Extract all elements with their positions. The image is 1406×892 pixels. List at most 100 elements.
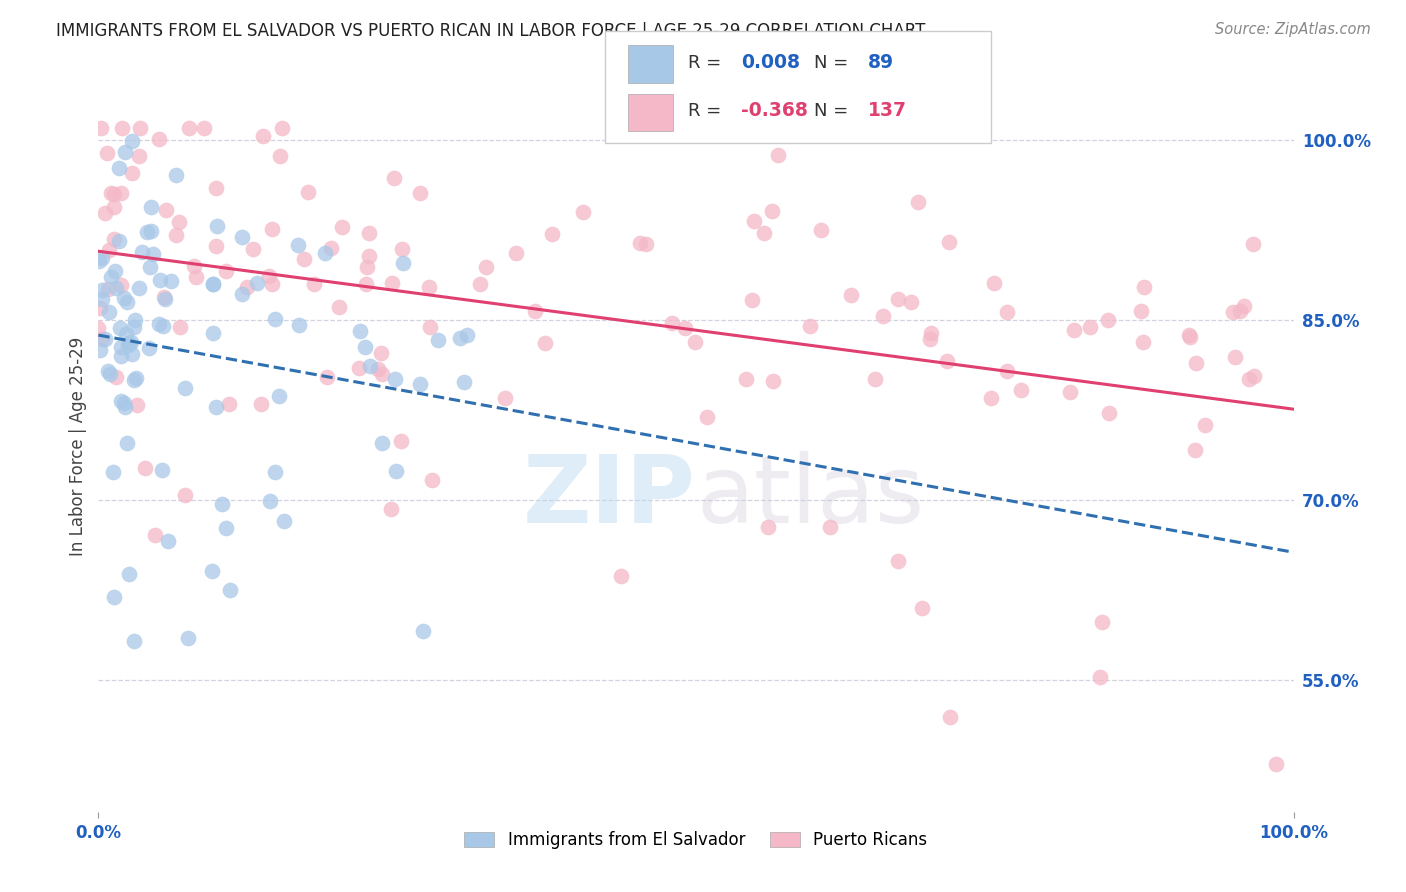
Point bbox=[122, 633, 145, 648]
Point bbox=[242, 242, 264, 256]
Text: 137: 137 bbox=[868, 102, 907, 120]
Point bbox=[90, 292, 112, 306]
Point bbox=[983, 276, 1005, 290]
Point bbox=[818, 519, 841, 533]
Point bbox=[980, 391, 1002, 405]
Point bbox=[97, 364, 120, 378]
Point bbox=[202, 277, 225, 291]
Point bbox=[103, 200, 125, 214]
Point bbox=[505, 246, 527, 260]
Point bbox=[918, 331, 941, 345]
Point bbox=[315, 370, 337, 384]
Point bbox=[391, 242, 413, 256]
Point bbox=[911, 600, 934, 615]
Point bbox=[100, 186, 122, 200]
Point bbox=[141, 201, 163, 215]
Point bbox=[121, 347, 143, 361]
Point bbox=[1223, 351, 1246, 365]
Point bbox=[768, 148, 790, 162]
Text: R =: R = bbox=[688, 54, 721, 71]
Point bbox=[114, 401, 136, 415]
Point bbox=[108, 321, 131, 335]
Point bbox=[347, 360, 370, 375]
Point bbox=[153, 290, 176, 304]
Point bbox=[98, 305, 121, 319]
Point bbox=[125, 398, 148, 412]
Point bbox=[673, 320, 696, 334]
Point bbox=[264, 465, 287, 479]
Point bbox=[121, 134, 143, 148]
Point bbox=[938, 710, 960, 724]
Point bbox=[865, 372, 887, 386]
Point bbox=[108, 234, 131, 248]
Point bbox=[183, 259, 205, 273]
Point bbox=[117, 566, 139, 581]
Text: N =: N = bbox=[814, 54, 848, 71]
Point bbox=[97, 244, 120, 258]
Point bbox=[260, 277, 283, 291]
Point bbox=[475, 260, 498, 275]
Point bbox=[409, 376, 432, 391]
Point bbox=[371, 436, 394, 450]
Point bbox=[1059, 385, 1081, 400]
Point bbox=[1098, 406, 1121, 420]
Point bbox=[270, 121, 292, 136]
Point bbox=[117, 295, 139, 310]
Point bbox=[412, 624, 434, 639]
Point bbox=[202, 326, 225, 340]
Point bbox=[422, 473, 444, 487]
Point bbox=[128, 149, 150, 163]
Point bbox=[349, 325, 371, 339]
Point bbox=[288, 318, 311, 332]
Point bbox=[995, 364, 1018, 378]
Point bbox=[260, 222, 283, 236]
Point bbox=[148, 132, 170, 146]
Point bbox=[91, 251, 114, 265]
Point bbox=[356, 260, 378, 274]
Point bbox=[453, 375, 475, 389]
Point bbox=[741, 293, 763, 307]
Point bbox=[872, 309, 894, 323]
Point bbox=[205, 239, 228, 253]
Point bbox=[1011, 384, 1033, 398]
Legend: Immigrants from El Salvador, Puerto Ricans: Immigrants from El Salvador, Puerto Rica… bbox=[458, 825, 934, 856]
Point bbox=[1194, 418, 1216, 433]
Point bbox=[762, 374, 785, 388]
Point bbox=[1078, 319, 1101, 334]
Point bbox=[384, 372, 406, 386]
Point bbox=[734, 372, 756, 386]
Point bbox=[887, 292, 910, 306]
Point bbox=[1241, 236, 1264, 251]
Point bbox=[371, 367, 394, 381]
Point bbox=[1243, 368, 1265, 383]
Point bbox=[572, 205, 595, 219]
Point bbox=[353, 340, 375, 354]
Point bbox=[87, 321, 110, 335]
Point bbox=[696, 410, 718, 425]
Point bbox=[761, 204, 783, 219]
Point bbox=[389, 434, 412, 448]
Point bbox=[1264, 756, 1286, 771]
Point bbox=[128, 281, 150, 295]
Point bbox=[155, 202, 177, 217]
Point bbox=[382, 171, 405, 186]
Point bbox=[468, 277, 491, 291]
Point bbox=[105, 281, 128, 295]
Text: 0.008: 0.008 bbox=[741, 54, 800, 72]
Point bbox=[756, 519, 779, 533]
Point bbox=[112, 395, 135, 409]
Point bbox=[907, 195, 929, 210]
Point bbox=[103, 590, 125, 604]
Point bbox=[1229, 303, 1251, 318]
Point bbox=[1097, 313, 1119, 327]
Point bbox=[920, 326, 942, 340]
Point bbox=[523, 303, 546, 318]
Point bbox=[110, 186, 132, 200]
Point bbox=[359, 249, 381, 263]
Point bbox=[1133, 280, 1156, 294]
Point bbox=[98, 367, 121, 381]
Point bbox=[269, 149, 291, 163]
Point bbox=[165, 168, 187, 182]
Point bbox=[634, 237, 657, 252]
Point bbox=[138, 341, 160, 355]
